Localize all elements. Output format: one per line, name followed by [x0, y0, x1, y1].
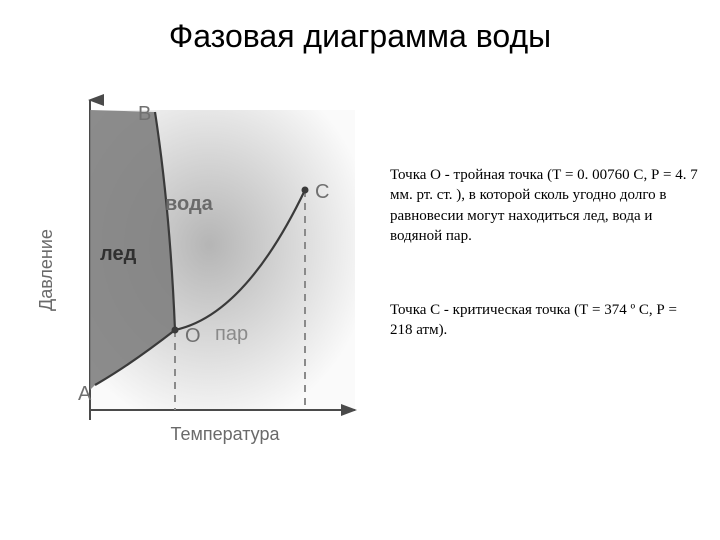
x-axis-label: Температура: [170, 424, 280, 444]
phase-diagram: лед вода пар A B C O Давление Температур…: [30, 90, 360, 450]
y-axis-label: Давление: [36, 229, 56, 311]
point-label-a: A: [78, 383, 92, 405]
critical-point: [302, 187, 309, 194]
point-label-b: B: [138, 103, 151, 125]
point-label-c: C: [315, 181, 329, 203]
caption-triple-point: Точка О - тройная точка (Т = 0. 00760 С,…: [390, 165, 700, 246]
label-ice: лед: [100, 243, 137, 265]
caption-critical-point: Точка С - критическая точка (Т = 374 º С…: [390, 300, 700, 341]
point-label-o: O: [185, 325, 201, 347]
label-vapor: пар: [215, 323, 248, 345]
triple-point: [172, 327, 179, 334]
slide-title: Фазовая диаграмма воды: [0, 18, 720, 55]
label-water: вода: [165, 193, 214, 215]
